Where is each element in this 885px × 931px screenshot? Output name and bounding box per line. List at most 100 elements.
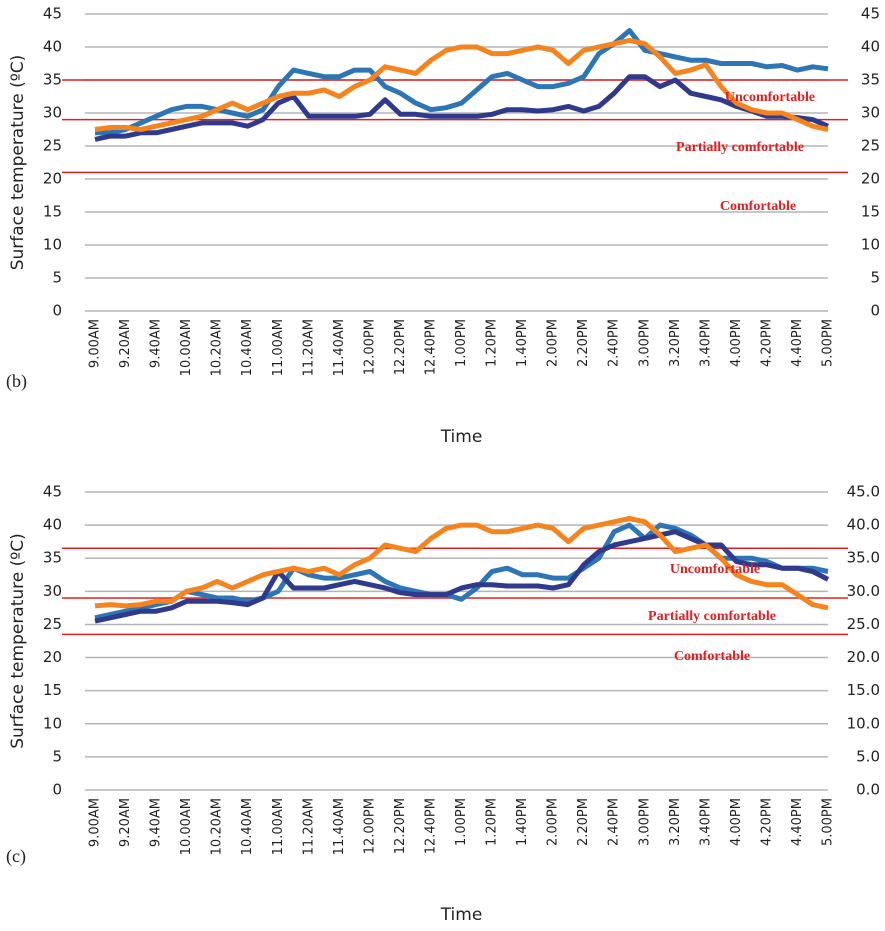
x-tick-label: 2.20PM bbox=[576, 319, 591, 367]
annotation: Partially comfortable bbox=[648, 609, 776, 624]
x-tick-label: 9.20AM bbox=[118, 798, 133, 847]
data-line bbox=[94, 37, 829, 132]
y-tick-label: 25 bbox=[43, 615, 62, 633]
y-tick-label: 35 bbox=[43, 549, 62, 567]
x-tick-label: 3.00PM bbox=[637, 798, 652, 846]
annotation: Partially comfortable bbox=[676, 140, 804, 155]
x-tick-label: 11.20AM bbox=[301, 798, 316, 855]
y2-tick-label: 45.0 bbox=[847, 483, 880, 501]
x-tick-label: 9.40AM bbox=[149, 798, 164, 847]
y2-tick-label: 30.0 bbox=[847, 582, 880, 600]
x-tick-label: 11.00AM bbox=[271, 319, 286, 376]
x-tick-label: 3.20PM bbox=[668, 798, 683, 846]
y-tick-label: 40 bbox=[43, 516, 62, 534]
x-tick-label: 11.40AM bbox=[332, 319, 347, 376]
y-tick-label: 0 bbox=[52, 302, 62, 320]
x-tick-label: 10.40AM bbox=[240, 798, 255, 855]
y-tick-label: 20 bbox=[43, 648, 62, 666]
y2-tick-label: 20.0 bbox=[847, 648, 880, 666]
y-tick-label: 35 bbox=[43, 71, 62, 89]
x-tick-label: 1.20PM bbox=[485, 319, 500, 367]
annotation: Comfortable bbox=[674, 649, 750, 664]
x-tick-label: 9.00AM bbox=[88, 319, 103, 368]
x-tick-label: 2.40PM bbox=[607, 798, 622, 846]
x-tick-label: 5.00PM bbox=[821, 798, 836, 846]
x-tick-label: 4.20PM bbox=[759, 319, 774, 367]
y-tick-label: 25 bbox=[43, 137, 62, 155]
y2-tick-label: 25.0 bbox=[847, 615, 880, 633]
x-tick-label: 4.00PM bbox=[729, 798, 744, 846]
x-tick-label: 9.20AM bbox=[118, 319, 133, 368]
y-tick-label: 30 bbox=[43, 104, 62, 122]
y-tick-label: 5 bbox=[52, 269, 62, 287]
y2-tick-label: 20 bbox=[861, 170, 880, 188]
x-tick-label: 12.20PM bbox=[393, 798, 408, 854]
y2-tick-label: 5.0 bbox=[856, 747, 880, 765]
x-tick-label: 4.40PM bbox=[790, 798, 805, 846]
x-tick-label: 4.20PM bbox=[759, 798, 774, 846]
x-tick-label: 1.40PM bbox=[515, 319, 530, 367]
y2-tick-label: 35 bbox=[861, 71, 880, 89]
x-tick-label: 2.40PM bbox=[607, 319, 622, 367]
x-tick-label: 3.20PM bbox=[668, 319, 683, 367]
x-tick-label: 10.20AM bbox=[210, 798, 225, 855]
y-axis-label: Surface temperature (ºC) bbox=[8, 533, 28, 749]
x-tick-label: 9.40AM bbox=[149, 319, 164, 368]
x-tick-label: 2.00PM bbox=[546, 798, 561, 846]
x-tick-label: 11.40AM bbox=[332, 798, 347, 855]
x-tick-label: 1.00PM bbox=[454, 798, 469, 846]
annotation: Uncomfortable bbox=[725, 90, 815, 105]
x-tick-label: 1.00PM bbox=[454, 319, 469, 367]
y-tick-label: 40 bbox=[43, 38, 62, 56]
x-tick-label: 12.20PM bbox=[393, 319, 408, 375]
y-axis-label: Surface temperature (ºC) bbox=[8, 55, 28, 271]
y2-tick-label: 15.0 bbox=[847, 681, 880, 699]
x-tick-label: 2.20PM bbox=[576, 798, 591, 846]
x-tick-label: 9.00AM bbox=[88, 798, 103, 847]
x-tick-label: 10.40AM bbox=[240, 319, 255, 376]
x-tick-label: 11.00AM bbox=[271, 798, 286, 855]
y2-tick-label: 40.0 bbox=[847, 516, 880, 534]
x-tick-label: 12.00PM bbox=[362, 319, 377, 375]
x-axis-label: Time bbox=[440, 427, 483, 447]
x-axis-label: Time bbox=[440, 905, 483, 925]
y2-tick-label: 40 bbox=[861, 38, 880, 56]
x-tick-label: 10.00AM bbox=[179, 319, 194, 376]
y-tick-label: 30 bbox=[43, 582, 62, 600]
data-line bbox=[94, 74, 829, 142]
y-tick-label: 10 bbox=[43, 714, 62, 732]
panel-label: (b) bbox=[6, 371, 27, 392]
x-tick-label: 3.00PM bbox=[637, 319, 652, 367]
y2-tick-label: 15 bbox=[861, 203, 880, 221]
x-tick-label: 3.40PM bbox=[698, 319, 713, 367]
y2-tick-label: 5 bbox=[870, 269, 880, 287]
x-tick-label: 10.20AM bbox=[210, 319, 225, 376]
x-tick-label: 12.00PM bbox=[362, 798, 377, 854]
x-tick-label: 4.00PM bbox=[729, 319, 744, 367]
y-tick-label: 5 bbox=[52, 747, 62, 765]
x-tick-label: 3.40PM bbox=[698, 798, 713, 846]
x-tick-label: 1.40PM bbox=[515, 798, 530, 846]
y2-tick-label: 45 bbox=[861, 5, 880, 23]
x-tick-label: 4.40PM bbox=[790, 319, 805, 367]
y2-tick-label: 10.0 bbox=[847, 714, 880, 732]
y2-tick-label: 10 bbox=[861, 236, 880, 254]
annotation: Uncomfortable bbox=[670, 562, 760, 577]
y2-tick-label: 0 bbox=[870, 302, 880, 320]
y-tick-label: 45 bbox=[43, 483, 62, 501]
y2-tick-label: 30 bbox=[861, 104, 880, 122]
y-tick-label: 20 bbox=[43, 170, 62, 188]
panel-label: (c) bbox=[6, 846, 26, 867]
y-tick-label: 10 bbox=[43, 236, 62, 254]
data-line bbox=[94, 516, 829, 611]
x-tick-label: 12.40PM bbox=[423, 319, 438, 375]
annotation: Comfortable bbox=[720, 199, 796, 214]
y-tick-label: 15 bbox=[43, 681, 62, 699]
x-tick-label: 11.20AM bbox=[301, 319, 316, 376]
x-tick-label: 2.00PM bbox=[546, 319, 561, 367]
x-tick-label: 5.00PM bbox=[821, 319, 836, 367]
y2-tick-label: 35.0 bbox=[847, 549, 880, 567]
x-tick-label: 12.40PM bbox=[423, 798, 438, 854]
x-tick-label: 1.20PM bbox=[485, 798, 500, 846]
